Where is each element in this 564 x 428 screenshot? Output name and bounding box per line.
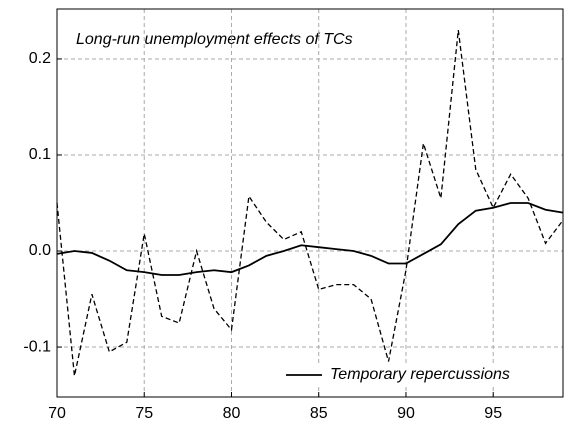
series-line <box>56 202 564 276</box>
plot-frame <box>56 8 564 398</box>
x-tick-label: 90 <box>397 405 415 422</box>
plot: 0.2 0.1 0.0 -0.1 70 75 80 85 90 95 Temporary reper… <box>23 8 564 422</box>
y-tick-label: -0.1 <box>23 338 51 355</box>
x-tick-label: 85 <box>310 405 328 422</box>
series-line <box>56 30 564 377</box>
y-tick-label: 0.1 <box>29 146 51 163</box>
y-tick-label: 0.2 <box>29 50 51 67</box>
x-tick-label: 70 <box>48 405 66 422</box>
x-tick-label: 80 <box>223 405 241 422</box>
x-tick-label: 95 <box>484 405 502 422</box>
x-tick-label: 75 <box>135 405 153 422</box>
legend-box <box>282 363 560 387</box>
y-tick-label: 0.0 <box>29 242 51 259</box>
chart-title: Long-run unemployment effects of TCs <box>76 31 353 48</box>
legend-label: Temporary repercussions <box>330 366 510 383</box>
